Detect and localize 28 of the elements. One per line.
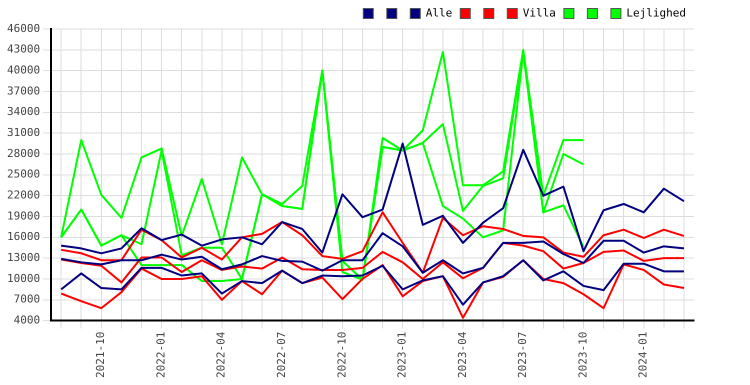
y-tick-label: 31000 bbox=[6, 126, 40, 140]
y-tick-label: 19000 bbox=[6, 209, 40, 222]
y-tick-label: 34000 bbox=[6, 105, 40, 118]
legend-label: Lejlighed bbox=[626, 6, 686, 20]
y-tick-label: 40000 bbox=[6, 64, 40, 77]
x-tick-label: 2023-10 bbox=[576, 332, 590, 378]
y-tick-label: 4000 bbox=[14, 314, 40, 326]
y-tick-label: 16000 bbox=[6, 230, 40, 244]
y-tick-label: 46000 bbox=[6, 22, 40, 35]
y-tick-label: 10000 bbox=[6, 272, 40, 285]
y-tick-label: 28000 bbox=[6, 146, 40, 160]
x-tick-label: 2023-04 bbox=[456, 331, 469, 378]
x-tick-label: 2022-07 bbox=[275, 332, 288, 378]
x-tick-label: 2023-07 bbox=[516, 332, 530, 378]
y-tick-label: 37000 bbox=[6, 84, 40, 98]
y-tick-label: 13000 bbox=[6, 251, 40, 264]
x-tick-label: 2022-01 bbox=[154, 332, 168, 378]
x-tick-label: 2021-10 bbox=[94, 332, 108, 378]
x-tick-label: 2024-01 bbox=[636, 332, 650, 378]
x-tick-label: 2023-01 bbox=[396, 332, 409, 378]
y-tick-label: 7000 bbox=[14, 292, 40, 306]
y-tick-label: 43000 bbox=[6, 42, 40, 56]
legend-label: Alle bbox=[426, 6, 452, 20]
x-tick-label: 2022-04 bbox=[214, 331, 228, 378]
x-tick-label: 2022-10 bbox=[335, 332, 348, 378]
y-tick-label: 22000 bbox=[6, 188, 40, 202]
y-tick-label: 25000 bbox=[6, 168, 40, 181]
legend-label: Villa bbox=[522, 6, 556, 20]
